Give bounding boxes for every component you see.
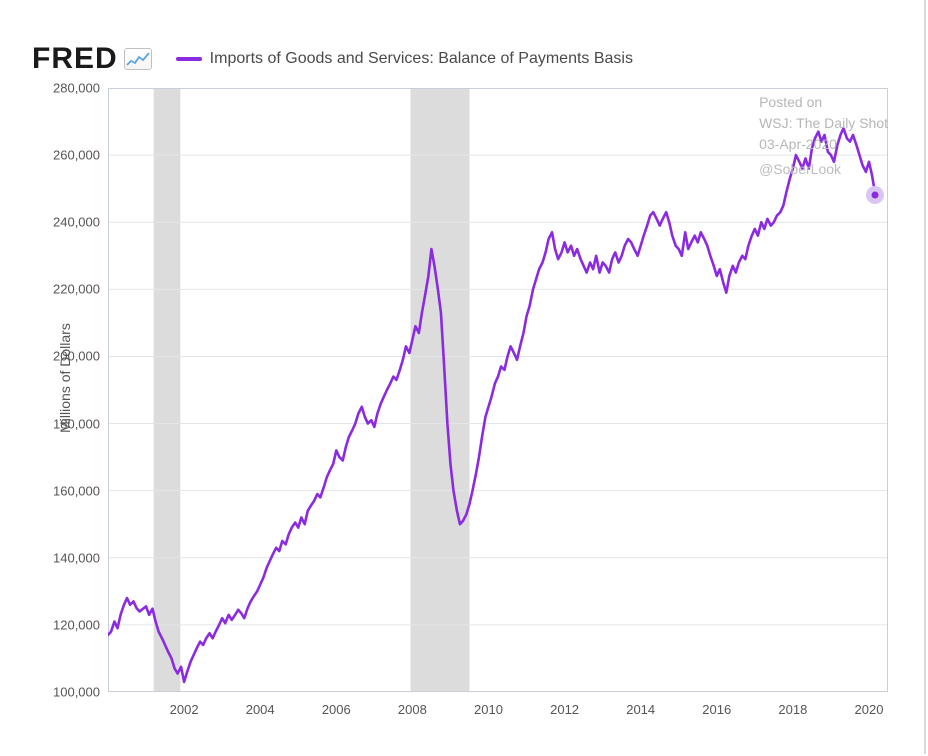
y-tick-label: 120,000 [53,617,108,632]
fred-logo: FRED [32,42,152,76]
x-tick-label: 2002 [170,692,199,717]
y-tick-label: 280,000 [53,81,108,96]
legend-swatch [176,57,202,61]
y-axis-label: Millions of Dollars [57,323,73,433]
y-tick-label: 140,000 [53,550,108,565]
x-tick-label: 2020 [855,692,884,717]
fred-chart-icon [124,48,152,70]
x-tick-label: 2006 [322,692,351,717]
y-tick-label: 240,000 [53,215,108,230]
chart-header: FRED Imports of Goods and Services: Bala… [32,42,633,76]
legend-label: Imports of Goods and Services: Balance o… [210,50,633,68]
plot-svg [108,88,888,692]
x-tick-label: 2008 [398,692,427,717]
x-tick-label: 2014 [626,692,655,717]
plot-area: 100,000120,000140,000160,000180,000200,0… [108,88,888,692]
y-tick-label: 160,000 [53,483,108,498]
fred-logo-text: FRED [32,42,118,76]
y-tick-label: 260,000 [53,148,108,163]
x-tick-label: 2018 [778,692,807,717]
x-tick-label: 2004 [246,692,275,717]
y-tick-label: 100,000 [53,685,108,700]
y-tick-label: 220,000 [53,282,108,297]
x-tick-label: 2016 [702,692,731,717]
x-tick-label: 2012 [550,692,579,717]
x-tick-label: 2010 [474,692,503,717]
legend: Imports of Goods and Services: Balance o… [176,50,633,68]
